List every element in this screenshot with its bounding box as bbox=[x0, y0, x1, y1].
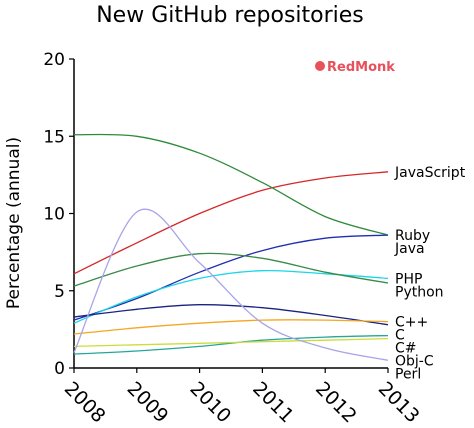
y-tick-label: 10 bbox=[43, 205, 65, 225]
series-line-java bbox=[73, 234, 389, 321]
series-label-c: C# bbox=[395, 341, 417, 357]
x-tick-label: 2008 bbox=[60, 378, 110, 428]
series-label-php: PHP bbox=[395, 271, 422, 287]
x-tick-label: 2010 bbox=[185, 378, 235, 428]
redmonk-logo-text: RedMonk bbox=[327, 60, 395, 75]
series-line-php bbox=[73, 269, 389, 324]
series-line-ruby bbox=[73, 133, 389, 236]
x-tick-label: 2011 bbox=[248, 378, 298, 428]
series-label-python: Python bbox=[395, 284, 444, 300]
series-line-obj-c bbox=[73, 337, 389, 348]
y-tick-label: 20 bbox=[43, 50, 65, 70]
series-label-c: C++ bbox=[395, 315, 428, 331]
x-tick-label: 2009 bbox=[123, 378, 173, 428]
series-line-c bbox=[73, 304, 389, 326]
redmonk-logo-icon bbox=[315, 61, 325, 71]
series-label-c: C bbox=[395, 328, 405, 344]
series-line-perl bbox=[73, 208, 389, 361]
redmonk-logo: RedMonk bbox=[315, 60, 395, 75]
y-tick-label: 0 bbox=[54, 359, 65, 379]
series-line-c bbox=[73, 334, 389, 355]
series-label-perl: Perl bbox=[395, 367, 421, 383]
chart-title: New GitHub repositories bbox=[96, 3, 364, 28]
y-ticks: 0 5 10 15 20 bbox=[43, 50, 74, 379]
series-label-javascript: JavaScript bbox=[394, 165, 466, 181]
y-tick-label: 5 bbox=[54, 282, 65, 302]
x-tick-label: 2012 bbox=[311, 378, 361, 428]
series-label-java: Java bbox=[394, 241, 425, 257]
series-line-javascript bbox=[73, 171, 389, 275]
y-tick-label: 15 bbox=[43, 127, 65, 147]
series-line-c bbox=[73, 319, 389, 335]
x-ticks: 2008 2009 2010 2011 2012 2013 bbox=[60, 368, 424, 427]
x-tick-label: 2013 bbox=[374, 378, 424, 428]
series-line-python bbox=[73, 252, 389, 287]
y-axis-label: Percentage (annual) bbox=[4, 137, 24, 309]
series-label-obj-c: Obj-C bbox=[395, 354, 434, 370]
series-lines bbox=[73, 133, 389, 361]
series-label-ruby: Ruby bbox=[395, 228, 430, 244]
